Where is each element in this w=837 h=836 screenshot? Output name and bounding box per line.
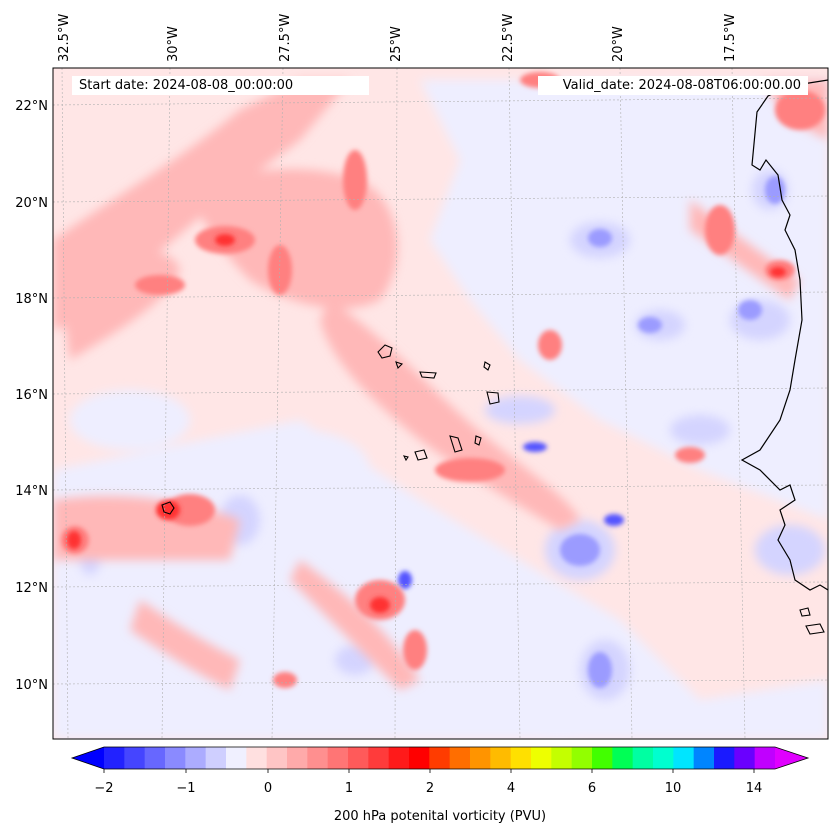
colorbar-segment (185, 747, 207, 769)
lat-label: 12°N (15, 581, 48, 596)
colorbar-segment (124, 747, 146, 769)
lon-label: 32.5°W (57, 14, 72, 62)
colorbar (70, 746, 810, 773)
colorbar-tick-label: 14 (745, 781, 763, 796)
colorbar-tick-label: −1 (176, 781, 196, 796)
colorbar-segment (287, 747, 308, 769)
colorbar-segment (226, 747, 247, 769)
lon-label: 22.5°W (501, 14, 516, 62)
lon-label: 20°W (611, 26, 626, 62)
colorbar-segment (592, 747, 613, 769)
colorbar-segment (348, 747, 369, 769)
colorbar-tick-label: 1 (344, 781, 354, 796)
lon-label: 27.5°W (278, 14, 293, 62)
colorbar-segment (571, 747, 593, 769)
lon-label: 30°W (166, 26, 181, 62)
colorbar-segment (266, 747, 288, 769)
colorbar-segment (409, 747, 430, 769)
pv-field (53, 68, 828, 739)
colorbar-segment (531, 747, 552, 769)
colorbar-segment (490, 747, 512, 769)
colorbar-extend-max (775, 747, 808, 769)
lat-label: 22°N (15, 99, 48, 114)
colorbar-segment (673, 747, 695, 769)
colorbar-tick-label: 10 (664, 781, 682, 796)
lon-labels: 32.5°W 30°W 27.5°W 25°W 22.5°W 20°W 17.5… (57, 14, 738, 62)
colorbar-segment (734, 747, 756, 769)
colorbar-segment (388, 747, 410, 769)
colorbar-tick-label: 4 (506, 781, 516, 796)
graticule (53, 68, 828, 739)
colorbar-title: 200 hPa potenital vorticity (PVU) (333, 809, 547, 824)
coastline (740, 79, 828, 591)
start-date-label: Start date: 2024-08-08_00:00:00 (72, 76, 369, 95)
colorbar-segment (368, 747, 390, 769)
cape-verde-islands (161, 344, 825, 635)
colorbar-segment (551, 747, 573, 769)
valid-date-label: Valid_date: 2024-08-08T06:00:00.00 (538, 76, 808, 95)
colorbar-segment (612, 747, 634, 769)
colorbar-segment (205, 747, 227, 769)
lat-label: 16°N (15, 388, 48, 403)
colorbar-tick-label: 2 (425, 781, 435, 796)
colorbar-tick-label: −2 (94, 781, 114, 796)
colorbar-tick-label: 6 (587, 781, 597, 796)
lon-label: 25°W (389, 26, 404, 62)
colorbar-segment (144, 747, 166, 769)
lat-label: 10°N (15, 678, 48, 693)
colorbar-segment (510, 747, 532, 769)
lon-label: 17.5°W (723, 14, 738, 62)
colorbar-segment (693, 747, 715, 769)
map-frame (52, 67, 829, 740)
colorbar-segment (714, 747, 735, 769)
lat-labels: 22°N 20°N 18°N 16°N 14°N 12°N 10°N (15, 99, 48, 693)
colorbar-tick-label: 0 (263, 781, 273, 796)
colorbar-segment (327, 747, 349, 769)
colorbar-segment (429, 747, 451, 769)
colorbar-extend-min (72, 747, 104, 769)
lat-label: 20°N (15, 196, 48, 211)
lat-label: 18°N (15, 292, 48, 307)
colorbar-segment (307, 747, 329, 769)
colorbar-segment (449, 747, 471, 769)
colorbar-segment (470, 747, 491, 769)
colorbar-segment (104, 747, 125, 769)
colorbar-segment (754, 747, 776, 769)
colorbar-segment (632, 747, 654, 769)
lat-label: 14°N (15, 484, 48, 499)
colorbar-segment (165, 747, 186, 769)
colorbar-segment (246, 747, 268, 769)
colorbar-segment (653, 747, 674, 769)
